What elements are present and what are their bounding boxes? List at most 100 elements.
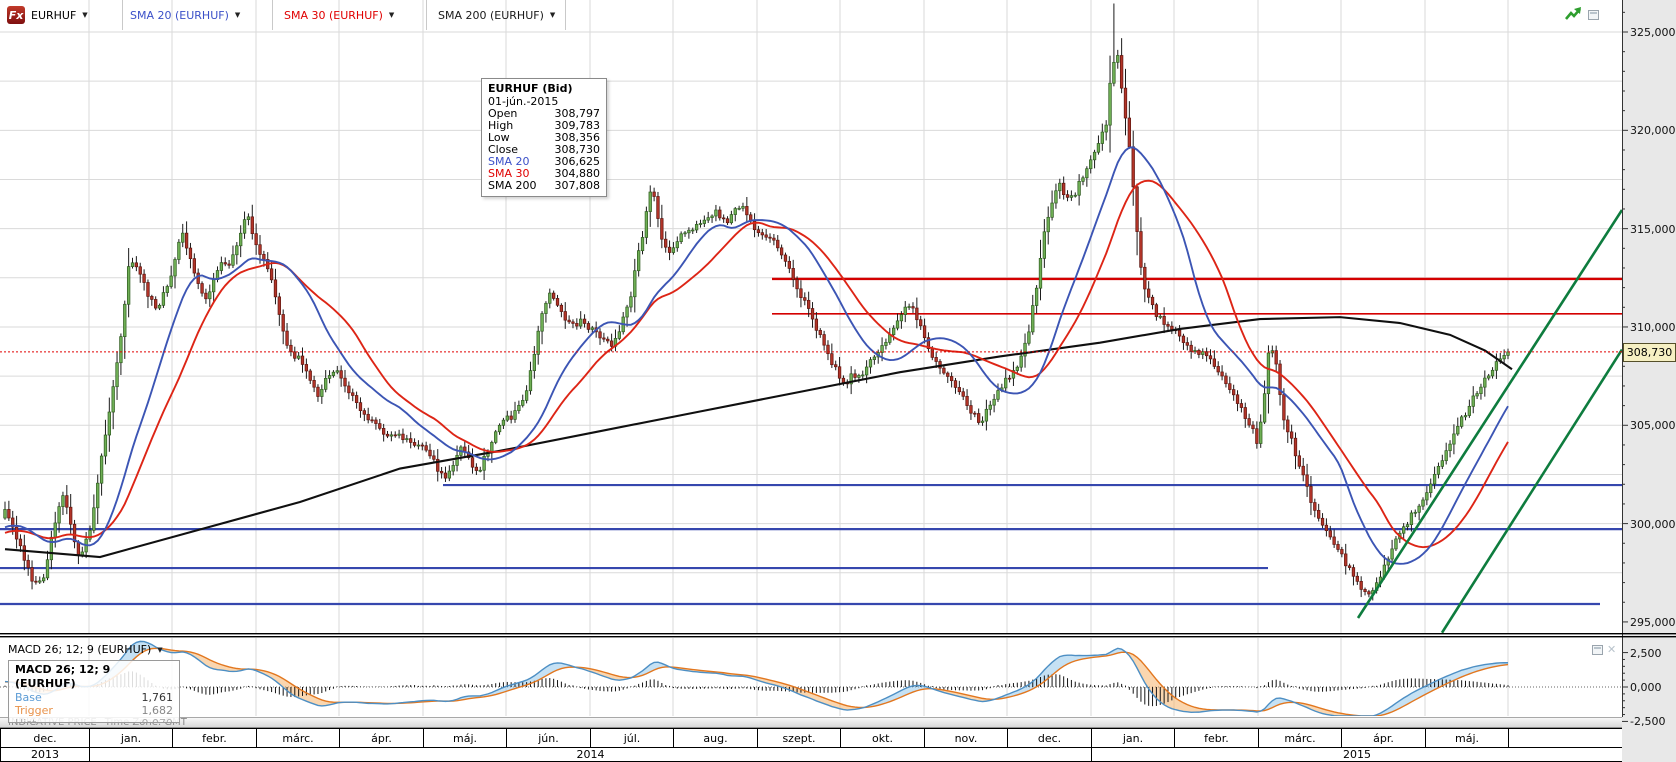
instrument-selector[interactable]: EURHUF ▼: [31, 0, 88, 30]
price-axis-label: 305,000: [1630, 419, 1676, 433]
macd-row-value: 1,682: [141, 704, 174, 717]
sma20-selector[interactable]: SMA 20 (EURHUF) ▼: [130, 0, 240, 30]
close-icon[interactable]: ✕: [1607, 643, 1617, 656]
sma200-selector[interactable]: SMA 200 (EURHUF) ▼: [438, 0, 555, 30]
chevron-down-icon[interactable]: ▼: [234, 11, 241, 19]
month-cell: aug.: [673, 729, 757, 747]
chevron-down-icon[interactable]: ▼: [549, 11, 556, 19]
status-bar: INDICATIVE PRICE Time Zone: GMT: [0, 717, 1622, 728]
tooltip-row-label: High: [488, 119, 514, 132]
price-axis-label: 295,000: [1630, 615, 1676, 629]
macd-indicator-selector[interactable]: MACD 26; 12; 9 (EURHUF) ▼: [8, 643, 163, 656]
ohlc-tooltip: EURHUF (Bid) 01-jún.-2015 Open 308,797 Hig…: [481, 78, 607, 197]
month-cell: dec.: [0, 729, 89, 747]
month-cell: máj.: [1425, 729, 1508, 747]
channel-lower: [1440, 348, 1622, 633]
macd-tooltip: MACD 26; 12; 9 (EURHUF) Base 1,761 Trigger…: [8, 660, 180, 723]
year-cell: 2015: [1091, 748, 1622, 761]
price-axis-label: 325,000: [1630, 26, 1676, 39]
tooltip-date: 01-jún.-2015: [488, 95, 559, 108]
tooltip-row-label: SMA 200: [488, 179, 537, 192]
macd-row-value: 0,079: [142, 717, 174, 722]
month-cell: jan.: [1091, 729, 1174, 747]
platform-logo: Fx: [7, 0, 25, 30]
channel-upper: [1356, 209, 1622, 619]
chart-toolbar: Fx EURHUF ▼ SMA 20 (EURHUF) ▼ SMA 30 (EU…: [0, 0, 600, 30]
toolbar-separator: [272, 0, 273, 30]
month-axis: dec. jan. febr. márc. ápr. máj. jún. júl. aug. sz…: [0, 728, 1622, 748]
toolbar-separator: [426, 0, 427, 30]
sma20-label: SMA 20 (EURHUF): [130, 8, 229, 22]
month-cell: febr.: [1174, 729, 1258, 747]
tooltip-row-label: SMA 20: [488, 155, 530, 168]
tooltip-row: Open 308,797: [488, 108, 600, 120]
macd-tooltip-rows: Base 1,761 Trigger 1,682 Hist 0,079: [15, 691, 174, 722]
macd-tooltip-row: Base 1,761: [15, 691, 173, 704]
month-cell: okt.: [840, 729, 924, 747]
month-cell: ápr.: [1341, 729, 1425, 747]
tooltip-row-value: 308,797: [554, 107, 601, 120]
sma20-line: [4, 146, 1509, 565]
macd-tooltip-title: MACD 26; 12; 9 (EURHUF): [15, 663, 111, 690]
month-cell: szept.: [757, 729, 840, 747]
macd-trigger-line: [4, 647, 1509, 716]
macd-layer: [0, 638, 1622, 716]
price-axis-label: 310,000: [1630, 320, 1676, 334]
macd-base-line: [4, 640, 1509, 716]
price-axis-label: 300,000: [1630, 517, 1676, 531]
tooltip-row: SMA 20 306,625: [488, 156, 600, 168]
month-cell: júl.: [590, 729, 673, 747]
tooltip-row-value: 309,783: [554, 119, 601, 132]
chevron-down-icon[interactable]: ▼: [388, 11, 395, 19]
tooltip-row: SMA 200 307,808: [488, 180, 600, 192]
year-cell: 2013: [0, 748, 89, 761]
tooltip-row-label: Open: [488, 107, 518, 120]
tooltip-row: Close 308,730: [488, 144, 600, 156]
restore-window-icon[interactable]: [1588, 10, 1599, 20]
tooltip-row-value: 308,730: [554, 143, 601, 156]
tooltip-row-label: Close: [488, 143, 518, 156]
macd-row-label: Trigger: [15, 704, 53, 717]
macd-row-label: Base: [15, 691, 42, 704]
tooltip-row-value: 304,880: [554, 167, 601, 180]
toolbar-separator: [565, 0, 566, 30]
macd-axis-label: 2,500: [1630, 646, 1662, 660]
toolbar-separator: [122, 0, 123, 30]
macd-row-label: Hist: [15, 717, 36, 722]
trend-arrow-icon[interactable]: [1564, 5, 1584, 23]
price-axis-label: 320,000: [1630, 124, 1676, 138]
instrument-label: EURHUF: [31, 8, 77, 22]
sma30-selector[interactable]: SMA 30 (EURHUF) ▼: [284, 0, 394, 30]
macd-row-value: 1,761: [141, 691, 174, 704]
macd-label: MACD 26; 12; 9 (EURHUF): [8, 643, 152, 656]
month-cell: dec.: [1007, 729, 1091, 747]
candles: [3, 3, 1510, 601]
tooltip-row: High 309,783: [488, 120, 600, 132]
month-cell: ápr.: [339, 729, 423, 747]
month-cell: febr.: [172, 729, 256, 747]
month-cell: márc.: [256, 729, 339, 747]
month-cell-empty: [1508, 729, 1622, 747]
restore-window-icon[interactable]: [1592, 645, 1603, 655]
sma30-label: SMA 30 (EURHUF): [284, 8, 383, 22]
tooltip-row-value: 307,808: [554, 179, 601, 192]
month-cell: nov.: [924, 729, 1007, 747]
tooltip-row-value: 308,356: [554, 131, 601, 144]
fx-logo-icon: Fx: [7, 6, 25, 24]
chevron-down-icon[interactable]: ▼: [157, 645, 163, 654]
tooltip-rows: Open 308,797 High 309,783 Low 308,356 Close 308…: [488, 108, 600, 192]
month-cell: máj.: [423, 729, 506, 747]
chevron-down-icon[interactable]: ▼: [82, 11, 88, 19]
month-cell: jan.: [89, 729, 172, 747]
sma30-line: [4, 179, 1509, 549]
main-chart-layer: [0, 0, 1622, 633]
sma200-label: SMA 200 (EURHUF): [438, 8, 544, 22]
macd-tooltip-row: Hist 0,079: [15, 717, 174, 722]
tooltip-title: EURHUF (Bid): [488, 82, 573, 95]
tooltip-row-label: SMA 30: [488, 167, 530, 180]
month-cell: márc.: [1258, 729, 1341, 747]
month-cell: jún.: [506, 729, 590, 747]
year-axis: 2013 2014 2015: [0, 748, 1622, 762]
